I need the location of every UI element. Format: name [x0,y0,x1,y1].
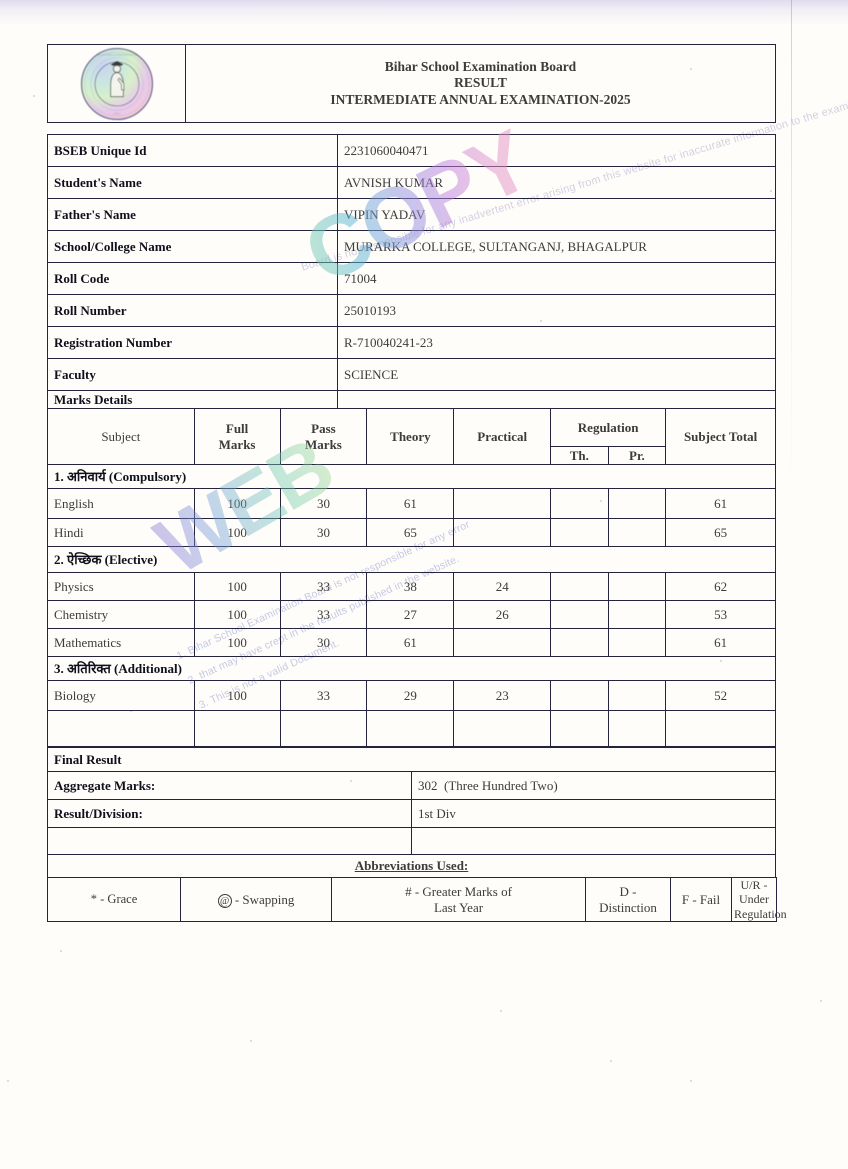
svg-text:PATNA: PATNA [113,112,120,115]
svg-text:BIHAR SCHOOL EXAMINATION BOARD: BIHAR SCHOOL EXAMINATION BOARD [96,53,137,56]
